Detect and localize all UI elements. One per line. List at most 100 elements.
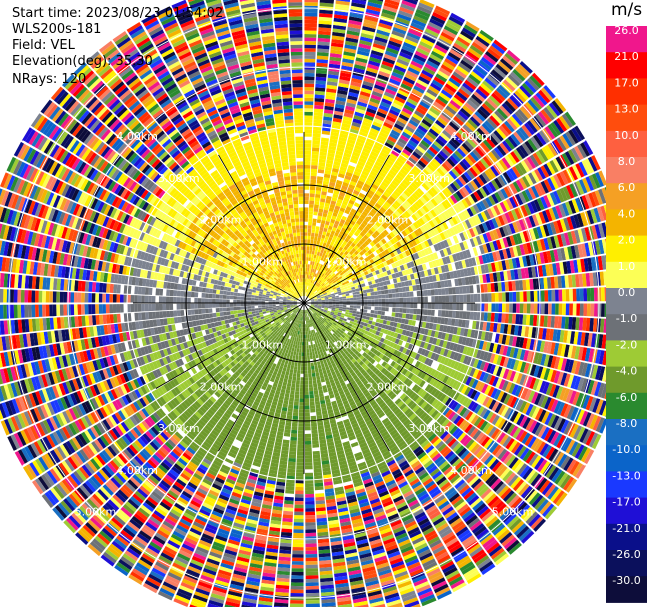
velocity-gate [322, 119, 332, 125]
velocity-gate [459, 294, 464, 302]
velocity-gate [313, 269, 317, 274]
velocity-gate [491, 92, 503, 104]
velocity-gate [500, 58, 514, 71]
velocity-gate [470, 294, 474, 302]
velocity-gate [342, 300, 347, 303]
velocity-gate [309, 282, 312, 287]
velocity-gate [365, 316, 370, 320]
velocity-gate [391, 212, 399, 220]
velocity-gate [400, 83, 412, 91]
velocity-gate [389, 152, 398, 160]
velocity-gate [342, 224, 348, 230]
velocity-gate [363, 77, 375, 84]
velocity-gate [484, 293, 489, 302]
velocity-gate [367, 306, 372, 310]
velocity-gate [456, 147, 467, 158]
velocity-gate [348, 199, 355, 205]
velocity-gate [443, 108, 455, 118]
velocity-gate [318, 233, 322, 238]
velocity-gate [465, 285, 471, 294]
velocity-gate [353, 245, 359, 251]
velocity-gate [437, 95, 449, 105]
velocity-gate [374, 177, 383, 184]
velocity-gate [307, 285, 310, 290]
velocity-gate [330, 276, 335, 281]
velocity-gate [312, 354, 316, 359]
velocity-gate [406, 197, 414, 206]
velocity-gate [313, 115, 323, 120]
velocity-gate [335, 257, 340, 262]
velocity-gate [540, 303, 545, 315]
velocity-gate [521, 82, 535, 96]
velocity-gate [529, 75, 543, 89]
velocity-gate [342, 296, 347, 299]
velocity-gate [325, 163, 333, 168]
velocity-gate [334, 14, 348, 20]
velocity-gate [463, 294, 467, 302]
velocity-gate [429, 53, 443, 63]
velocity-gate [333, 208, 339, 214]
velocity-gate [312, 222, 317, 226]
velocity-gate [338, 79, 350, 85]
velocity-gate [344, 109, 355, 115]
velocity-gate [418, 142, 428, 151]
velocity-gate [444, 160, 454, 170]
velocity-gate [417, 124, 428, 134]
velocity-gate [322, 279, 327, 283]
velocity-gate [343, 51, 356, 57]
velocity-gate [374, 310, 378, 315]
velocity-gate [374, 36, 388, 44]
velocity-gate [505, 76, 518, 89]
velocity-gate [402, 107, 413, 116]
velocity-gate [438, 295, 443, 303]
velocity-gate [487, 283, 492, 293]
velocity-gate [512, 303, 517, 313]
velocity-gate [327, 210, 333, 216]
velocity-gate [414, 12, 429, 21]
velocity-gate [358, 43, 372, 50]
velocity-gate [576, 288, 581, 302]
velocity-gate [344, 193, 351, 200]
velocity-gate [356, 247, 362, 253]
velocity-gate [316, 379, 321, 384]
velocity-gate [406, 173, 415, 182]
velocity-gate [331, 258, 335, 263]
velocity-gate [308, 271, 311, 276]
velocity-gate [431, 303, 435, 310]
velocity-gate [366, 5, 381, 12]
velocity-gate [320, 256, 324, 261]
velocity-gate [479, 105, 491, 117]
velocity-gate [313, 240, 317, 245]
velocity-gate [341, 122, 351, 129]
velocity-gate [455, 311, 460, 319]
velocity-gate [304, 186, 310, 190]
velocity-gate [509, 292, 513, 302]
velocity-gate [416, 79, 429, 88]
velocity-gate [367, 157, 376, 164]
velocity-gate [304, 0, 319, 3]
velocity-gate [317, 386, 323, 391]
velocity-gate [460, 85, 472, 96]
velocity-gate [394, 200, 401, 208]
velocity-gate [304, 196, 309, 201]
velocity-gate [392, 26, 407, 35]
velocity-gate [316, 375, 321, 380]
velocity-gate [487, 293, 492, 302]
velocity-gate [368, 154, 377, 161]
velocity-gate [491, 303, 496, 312]
velocity-gate [304, 292, 306, 296]
velocity-gate [333, 110, 344, 116]
velocity-gate [381, 303, 386, 307]
velocity-gate [317, 288, 321, 292]
velocity-gate [363, 144, 373, 151]
velocity-gate [408, 170, 417, 179]
velocity-gate [375, 32, 389, 40]
velocity-gate [373, 180, 381, 187]
velocity-gate [329, 265, 333, 270]
velocity-gate [331, 238, 336, 243]
velocity-gate [401, 202, 409, 210]
velocity-gate [370, 291, 375, 296]
velocity-gate [583, 303, 588, 317]
velocity-gate [319, 0, 334, 4]
velocity-gate [305, 289, 307, 293]
